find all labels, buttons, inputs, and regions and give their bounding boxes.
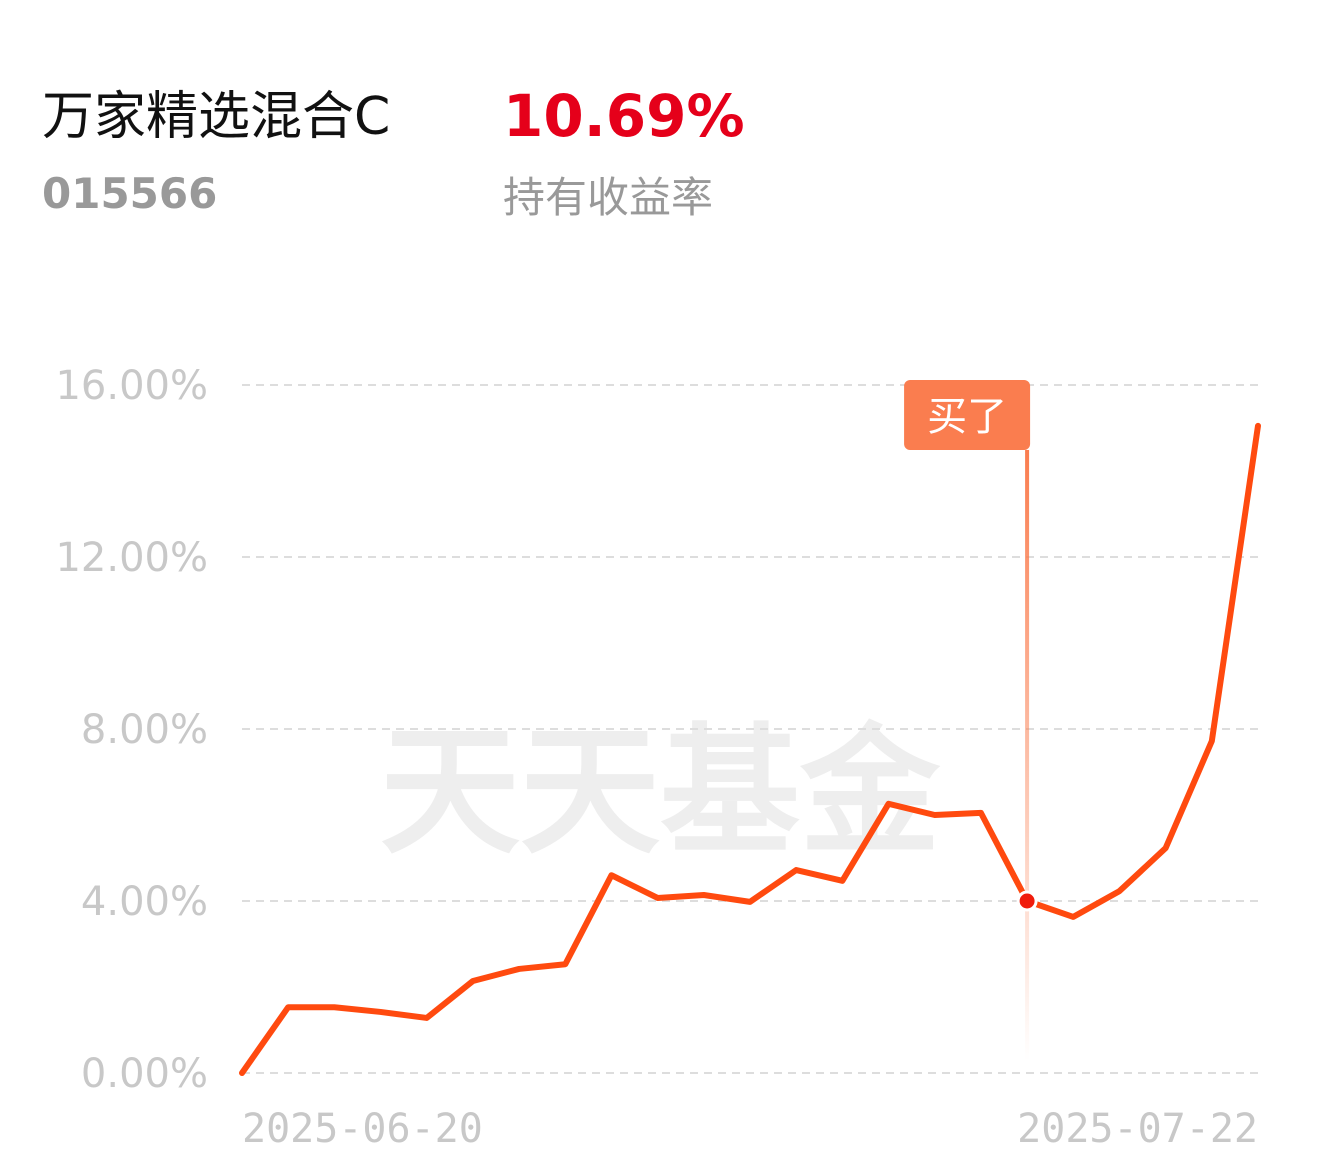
fund-title: 万家精选混合C [42,87,390,147]
y-tick-label: 0.00% [81,1051,208,1097]
buy-tag [904,380,1031,450]
x-tick-label: 2025-06-20 [242,1106,483,1152]
x-tick-label: 2025-07-22 [1017,1106,1258,1152]
fund-code: 015566 [42,169,217,218]
buy-tag-label: 买了 [927,394,1007,440]
holding-return: 10.69% [503,82,745,150]
return-line [239,422,1261,1076]
buy-line [1025,450,1030,1061]
y-tick-label: 4.00% [81,879,208,925]
return-caption: 持有收益率 [503,173,713,222]
y-tick-label: 12.00% [55,535,208,581]
y-tick-label: 8.00% [81,707,208,753]
watermark: 天天基金 [380,710,941,874]
y-tick-label: 16.00% [55,363,208,409]
buy-point [1016,890,1038,912]
